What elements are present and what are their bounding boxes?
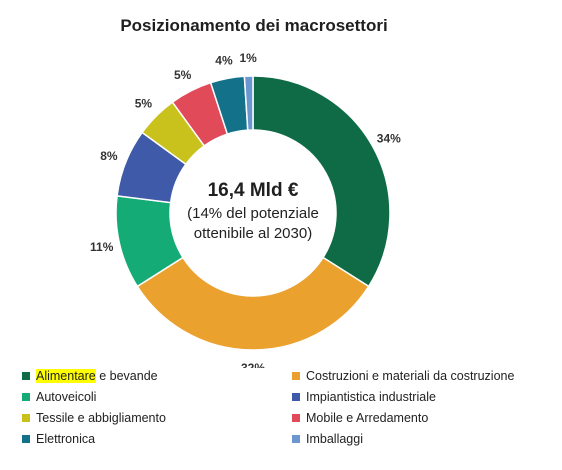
legend-label: Impiantistica industriale [306, 390, 436, 404]
slice-labels: 34% 32% 11% 8% 5% 5% 4% 1% [90, 51, 401, 368]
slice-label-0: 34% [377, 131, 401, 145]
center-note-line-1: (14% del potenziale [187, 205, 319, 222]
legend-swatch [292, 393, 300, 401]
slice-label-6: 4% [215, 54, 233, 68]
legend-label: Elettronica [36, 432, 96, 446]
slice-label-5: 5% [174, 68, 192, 82]
legend-label: Mobile e Arredamento [306, 411, 429, 425]
slice-label-1: 32% [241, 361, 265, 368]
donut-slices [115, 75, 391, 351]
legend-item-4: Tessile e abbigliamento [22, 411, 166, 425]
legend-label-suffix: e bevande [95, 369, 158, 383]
legend-label: Autoveicoli [36, 390, 97, 404]
legend-label: Imballaggi [306, 432, 363, 446]
legend-swatch [22, 414, 30, 422]
legend-swatch [22, 435, 30, 443]
slice-7 [243, 75, 254, 131]
slice-label-2: 11% [90, 240, 114, 254]
slice-label-7: 1% [239, 51, 257, 65]
center-text: 16,4 Mld € (14% del potenziale ottenibil… [187, 180, 319, 242]
legend-swatch [22, 372, 30, 380]
legend: Alimentare e bevande Costruzioni e materi… [0, 368, 562, 468]
legend-swatch [22, 393, 30, 401]
legend-swatch [292, 372, 300, 380]
legend-label: Alimentare [36, 369, 96, 383]
legend-item-2: Autoveicoli [22, 390, 96, 404]
legend-label: Tessile e abbigliamento [36, 411, 166, 425]
legend-item-6: Elettronica [22, 432, 95, 446]
donut-chart: 34% 32% 11% 8% 5% 5% 4% 1% 16,4 Mld € (14% del … [90, 51, 401, 368]
legend-item-7: Imballaggi [292, 432, 363, 446]
slice-label-3: 8% [100, 149, 118, 163]
legend-label: Costruzioni e materiali da costruzione [306, 369, 515, 383]
slice-1 [136, 256, 370, 351]
legend-swatch [292, 414, 300, 422]
legend-swatch [292, 435, 300, 443]
legend-item-1: Costruzioni e materiali da costruzione [292, 369, 514, 383]
center-total: 16,4 Mld € [208, 180, 299, 201]
legend-item-3: Impiantistica industriale [292, 390, 436, 404]
slice-0 [252, 75, 391, 288]
legend-item-5: Mobile e Arredamento [292, 411, 428, 425]
chart-title: Posizionamento dei macrosettori [120, 16, 388, 35]
slice-label-4: 5% [135, 96, 153, 110]
center-note-line-2: ottenibile al 2030) [194, 225, 312, 242]
legend-item-0: Alimentare e bevande [22, 369, 158, 383]
